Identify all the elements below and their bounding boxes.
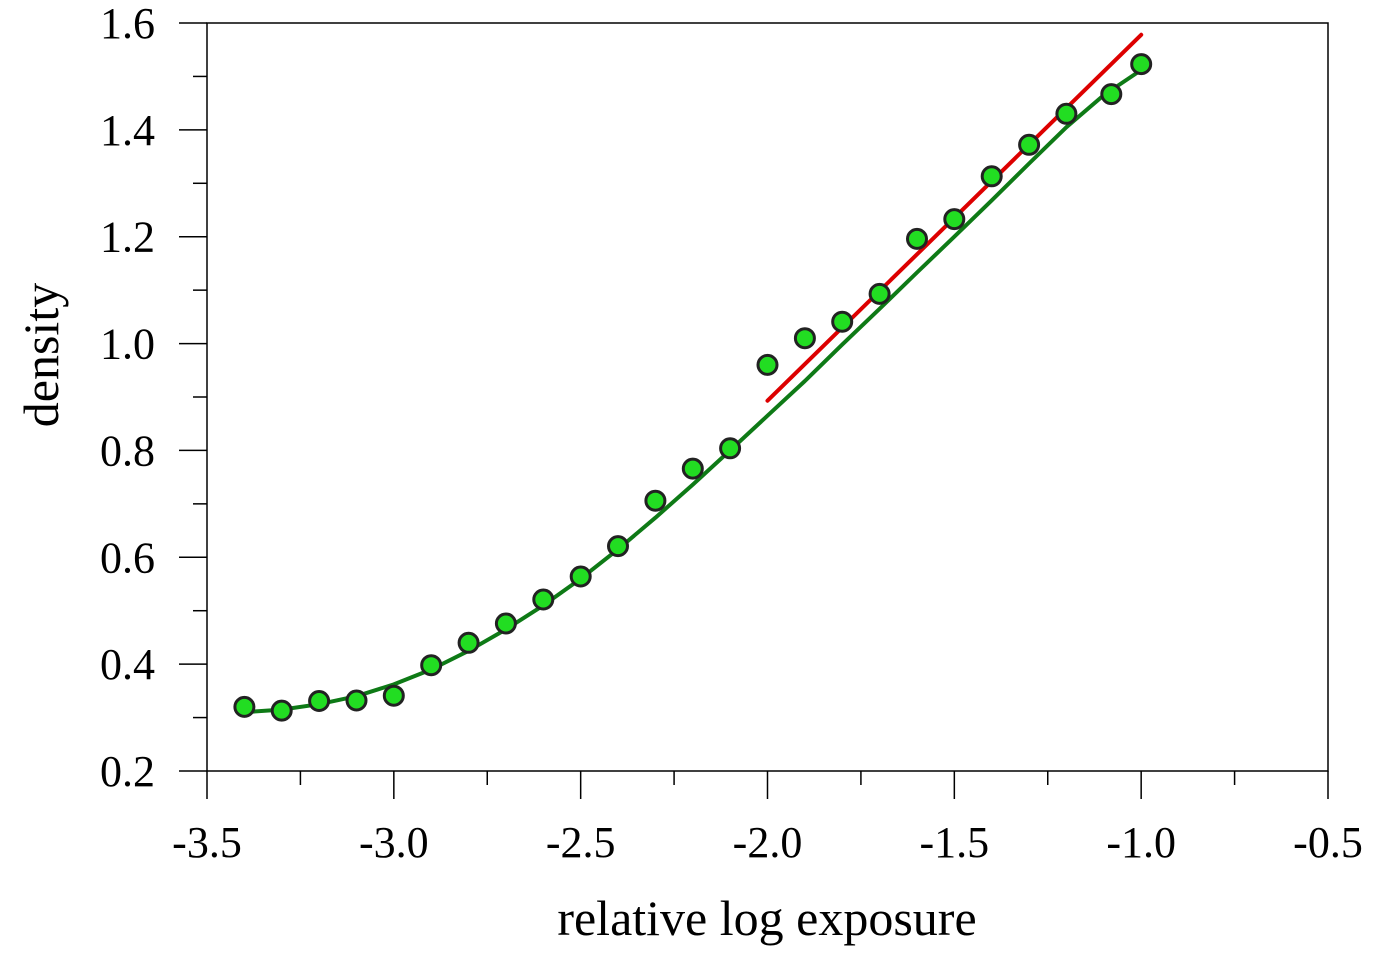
data-point xyxy=(345,689,368,712)
data-point xyxy=(719,437,742,460)
x-tick-label: -3.0 xyxy=(359,818,429,867)
data-point xyxy=(756,353,779,376)
plot-frame xyxy=(206,22,1329,772)
x-tick-label: -1.0 xyxy=(1106,818,1176,867)
data-point xyxy=(607,535,629,558)
x-tick-label: -2.5 xyxy=(546,818,616,867)
data-point xyxy=(308,690,331,712)
data-point xyxy=(457,631,480,654)
y-tick-label: 0.6 xyxy=(100,533,155,582)
data-point xyxy=(980,165,1003,188)
x-tick-label: -1.5 xyxy=(920,818,990,867)
y-tick-label: 1.4 xyxy=(100,106,155,155)
data-point xyxy=(868,282,891,305)
data-point xyxy=(382,684,405,707)
x-axis-title: relative log exposure xyxy=(557,890,976,946)
data-point xyxy=(906,227,928,250)
points-layer xyxy=(233,53,1153,722)
y-tick-label: 1.6 xyxy=(100,0,155,48)
series-line-2 xyxy=(242,68,1144,715)
data-point xyxy=(532,588,555,611)
x-tick-label: -2.0 xyxy=(733,818,803,867)
y-tick-label: 1.0 xyxy=(100,320,155,369)
data-point xyxy=(644,489,667,512)
data-point xyxy=(831,310,854,333)
y-tick-label: 0.4 xyxy=(100,640,155,689)
y-axis-title: density xyxy=(13,283,69,427)
y-tick-label: 0.8 xyxy=(100,426,155,475)
data-point xyxy=(233,695,256,718)
data-point xyxy=(681,457,704,480)
lines-layer xyxy=(242,32,1144,715)
data-point xyxy=(270,699,293,722)
data-point xyxy=(494,612,517,635)
y-tick-label: 0.2 xyxy=(100,747,155,796)
y-tick-label: 1.2 xyxy=(100,213,155,262)
data-point xyxy=(943,208,966,231)
x-tick-label: -0.5 xyxy=(1293,818,1363,867)
data-point xyxy=(1018,133,1041,156)
data-point xyxy=(1100,83,1123,106)
data-point xyxy=(1055,102,1078,125)
data-point xyxy=(1130,53,1153,76)
x-tick-label: -3.5 xyxy=(172,818,242,867)
data-point xyxy=(420,654,443,677)
data-point xyxy=(569,565,592,588)
ticks-layer: -3.5 -3.0 -2.5 -2.0 -1.5 -1.0 -0.5 0.2 0.4 0.6 0.8… xyxy=(100,0,1363,867)
data-point xyxy=(793,327,816,350)
